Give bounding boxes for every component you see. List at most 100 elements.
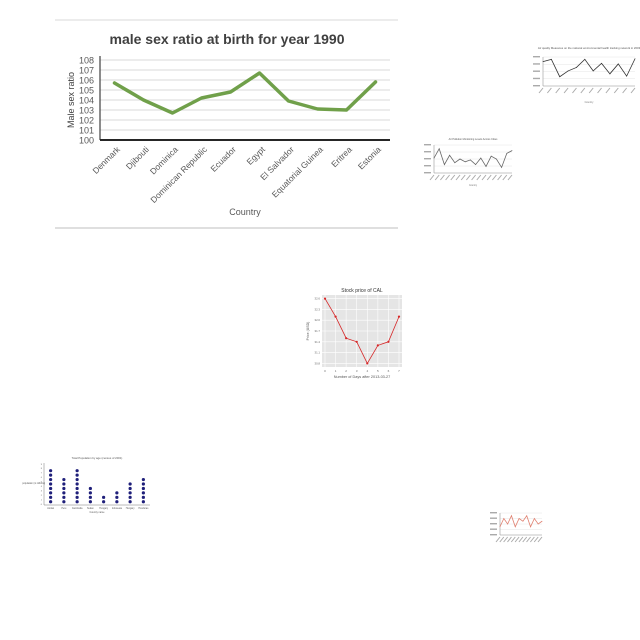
data-point [141,495,145,499]
data-point [141,477,145,482]
x-tick-label [613,87,619,94]
x-axis-label: Number of Days after 2013-03-27 [334,375,391,379]
x-tick-label [546,87,552,94]
air-quality-chart: Air quality Measures on the national env… [533,46,640,104]
data-point [355,340,358,343]
x-tick-label: Hungary [99,507,109,510]
data-point [323,297,327,300]
x-tick-label [471,174,476,181]
x-tick-label: 3 [356,369,358,373]
main-chart-panel: male sex ratio at birth for year 1990 100… [0,0,410,240]
data-point [49,473,53,477]
data-point [507,523,509,525]
y-tick-label: 4 [41,486,43,488]
y-tick-label: 108 [79,56,94,66]
y-tick-label [490,512,497,514]
data-point [141,500,145,504]
data-point [49,482,53,486]
y-tick-label [490,528,497,530]
data-point [128,482,132,486]
y-tick-label: 5 [41,482,43,484]
y-tick-label [533,63,540,65]
series-line [542,58,636,78]
y-tick-label: 1 [41,499,43,501]
x-tick-label [455,174,461,181]
y-tick-label: 32.3 [315,307,321,311]
x-tick-label: Jordan [47,507,55,510]
data-point [501,167,502,168]
data-point [592,70,594,72]
data-point [601,62,602,64]
data-point [115,491,119,495]
x-tick-label: Egypt [244,144,267,167]
y-tick-label: 2 [41,495,43,497]
data-point [449,154,450,156]
x-tick-label [572,87,577,94]
data-point [128,486,132,491]
x-tick-label [492,174,497,181]
data-point [533,518,535,519]
data-point [518,518,520,519]
data-point [511,150,513,151]
y-tick-label [424,151,431,153]
data-point [62,495,66,499]
data-point [567,70,569,72]
series-line [433,147,513,169]
x-tick-label [622,87,628,94]
x-tick-label [529,536,535,543]
data-point [75,495,79,499]
x-tick-label [429,174,435,181]
data-point [444,164,445,165]
data-point [88,500,92,504]
data-point [542,61,544,63]
y-tick-label: 105 [79,86,94,96]
data-point [88,491,92,495]
x-tick-label: Peru [61,507,67,510]
data-point [366,362,369,365]
data-point [49,469,53,473]
y-tick-label: 102 [79,116,94,126]
data-point [634,58,636,60]
x-tick-label [522,536,528,543]
y-axis-label: Total population (in millions) [22,482,45,485]
x-tick-label: Indonesia [112,508,123,510]
x-tick-label: Sudan [87,508,94,510]
x-tick-label [580,87,586,94]
pollution-chart: Air Pollution Monitoring Levels Across C… [424,138,513,187]
y-tick-label: 104 [79,96,94,106]
x-tick-label [538,87,544,94]
x-tick-label [440,174,445,181]
x-axis-label: Country name [89,511,105,514]
data-point [142,98,145,102]
y-tick-label: 101 [79,126,94,136]
chart-title: Total Population by age (census of 2001) [72,456,123,460]
data-point [62,491,66,495]
stock-chart: Stock price of CAL 0 1 2 3 4 5 6 7 30.8 31.1 31.4 31… [306,288,402,379]
data-point [506,153,508,154]
y-tick-label: 103 [79,106,94,116]
y-tick-label [490,534,497,536]
y-tick-label: 6 [41,477,43,479]
x-tick-label: Denmark [90,144,122,176]
y-tick-label [424,165,431,167]
data-point [334,315,337,318]
chart-title: Air quality Measures on the national env… [538,46,640,50]
data-point [141,486,145,491]
data-point [503,518,505,519]
data-point [200,96,203,100]
data-point [75,486,79,491]
data-point [374,80,377,84]
data-point [128,495,132,499]
y-tick-label [424,172,431,174]
data-point [141,491,145,495]
x-tick-label: Hungary [126,507,136,510]
data-point [499,526,501,528]
x-tick-label [497,174,502,181]
x-tick-label: 5 [377,369,379,373]
data-point [128,500,132,504]
x-tick-label: 6 [388,369,390,373]
x-tick-label [526,536,531,543]
y-axis-label: Price (USD) [306,322,310,341]
data-point [522,520,524,522]
population-chart: Total Population by age (census of 2001)… [17,456,150,514]
